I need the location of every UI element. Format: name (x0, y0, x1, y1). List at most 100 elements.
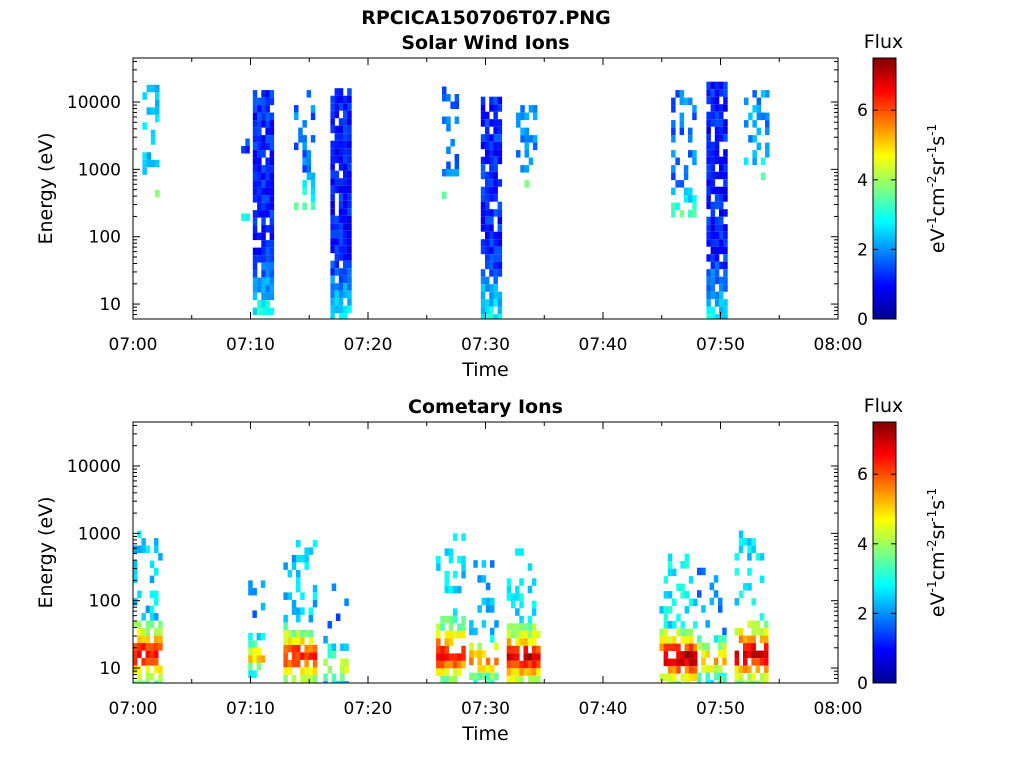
spectrogram-cell (330, 148, 335, 156)
spectrogram-cell (493, 254, 498, 262)
spectrogram-cell (709, 680, 715, 683)
spectrogram-cell (283, 592, 288, 600)
spectrogram-cell (751, 598, 756, 606)
spectrogram-cell (523, 668, 528, 676)
spectrogram-cell (688, 658, 694, 667)
spectrogram-cell (722, 657, 727, 666)
spectrogram-cell (531, 630, 537, 639)
spectrogram-cell (719, 171, 724, 180)
spectrogram-cell (493, 261, 498, 270)
spectrogram-cell (347, 260, 352, 269)
spectrogram-cell (331, 651, 337, 659)
spectrogram-cell (710, 111, 716, 120)
spectrogram-cell (294, 142, 299, 151)
spectrogram-cell (723, 194, 728, 202)
spectrogram-cell (536, 645, 541, 654)
spectrogram-cell (252, 165, 258, 173)
spectrogram-cell (252, 172, 258, 181)
spectrogram-cell (302, 120, 307, 128)
spectrogram-cell (706, 224, 711, 232)
spectrogram-cell (714, 231, 720, 240)
spectrogram-cell (743, 650, 748, 659)
spectrogram-cell (338, 283, 344, 291)
spectrogram-cell (723, 261, 728, 270)
spectrogram-cell (676, 681, 681, 683)
spectrogram-cell (743, 583, 748, 591)
spectrogram-cell (347, 193, 352, 201)
spectrogram-cell (667, 553, 673, 562)
spectrogram-cell (764, 665, 769, 674)
spectrogram-cell (531, 623, 537, 631)
spectrogram-cell (759, 680, 765, 683)
spectrogram-cell (497, 104, 503, 112)
spectrogram-cell (338, 208, 344, 216)
spectrogram-cell (308, 637, 314, 645)
spectrogram-cell (480, 141, 486, 150)
spectrogram-cell (446, 116, 451, 124)
spectrogram-cell (477, 665, 482, 673)
spectrogram-cell (461, 570, 466, 579)
spectrogram-cell (343, 268, 348, 276)
spectrogram-cell (493, 269, 498, 277)
spectrogram-cell (714, 224, 720, 232)
spectrogram-cell (344, 666, 349, 674)
spectrogram-cell (330, 103, 335, 111)
spectrogram-cell (723, 156, 728, 165)
spectrogram-cell (719, 156, 724, 165)
spectrogram-cell (738, 545, 744, 554)
spectrogram-cell (269, 262, 275, 271)
spectrogram-cell (457, 623, 462, 631)
spectrogram-cell (713, 672, 719, 681)
spectrogram-cell (497, 134, 503, 142)
spectrogram-cell (497, 269, 503, 277)
spectrogram-cell (493, 111, 498, 120)
spectrogram-cell (524, 112, 529, 121)
spectrogram-cell (675, 90, 680, 98)
spectrogram-cell (330, 290, 335, 299)
spectrogram-cell (485, 179, 490, 187)
spectrogram-cell (494, 657, 499, 666)
spectrogram-cell (667, 621, 673, 629)
y-tick-label: 10000 (67, 93, 121, 113)
spectrogram-cell (142, 152, 147, 160)
spectrogram-cell (764, 620, 769, 629)
spectrogram-cell (252, 247, 258, 256)
spectrogram-cell (440, 668, 445, 676)
spectrogram-cell (448, 615, 454, 624)
spectrogram-cell (347, 163, 352, 171)
spectrogram-cell (308, 614, 314, 623)
spectrogram-cell (446, 169, 451, 177)
spectrogram-cell (714, 81, 720, 90)
spectrogram-cell (146, 84, 152, 93)
spectrogram-cell (327, 666, 332, 674)
spectrogram-cell (149, 575, 155, 584)
colorbar-title: Flux (864, 31, 904, 53)
spectrogram-cell (659, 643, 664, 652)
spectrogram-cell (141, 658, 146, 666)
spectrogram-cell (760, 112, 766, 121)
spectrogram-cell (692, 195, 697, 203)
spectrogram-cell (710, 81, 716, 90)
spectrogram-cell (310, 195, 316, 203)
spectrogram-cell (738, 590, 744, 599)
spectrogram-cell (672, 681, 677, 683)
spectrogram-cell (300, 637, 305, 645)
spectrogram-cell (714, 171, 720, 180)
spectrogram-cell (257, 187, 262, 196)
spectrogram-cell (723, 164, 728, 172)
spectrogram-cell (265, 307, 270, 316)
spectrogram-cell (257, 150, 262, 158)
spectrogram-cell (304, 547, 309, 555)
spectrogram-cell (452, 585, 458, 594)
spectrogram-cell (291, 607, 297, 615)
spectrogram-cell (323, 636, 328, 644)
spectrogram-cell (714, 254, 720, 262)
spectrogram-cell (515, 653, 520, 661)
spectrogram-cell (723, 119, 728, 127)
spectrogram-cell (469, 642, 474, 651)
spectrogram-cell (294, 112, 299, 121)
spectrogram-cell (269, 255, 275, 263)
spectrogram-cell (452, 653, 458, 661)
spectrogram-cell (300, 607, 305, 615)
spectrogram-cell (283, 674, 288, 683)
